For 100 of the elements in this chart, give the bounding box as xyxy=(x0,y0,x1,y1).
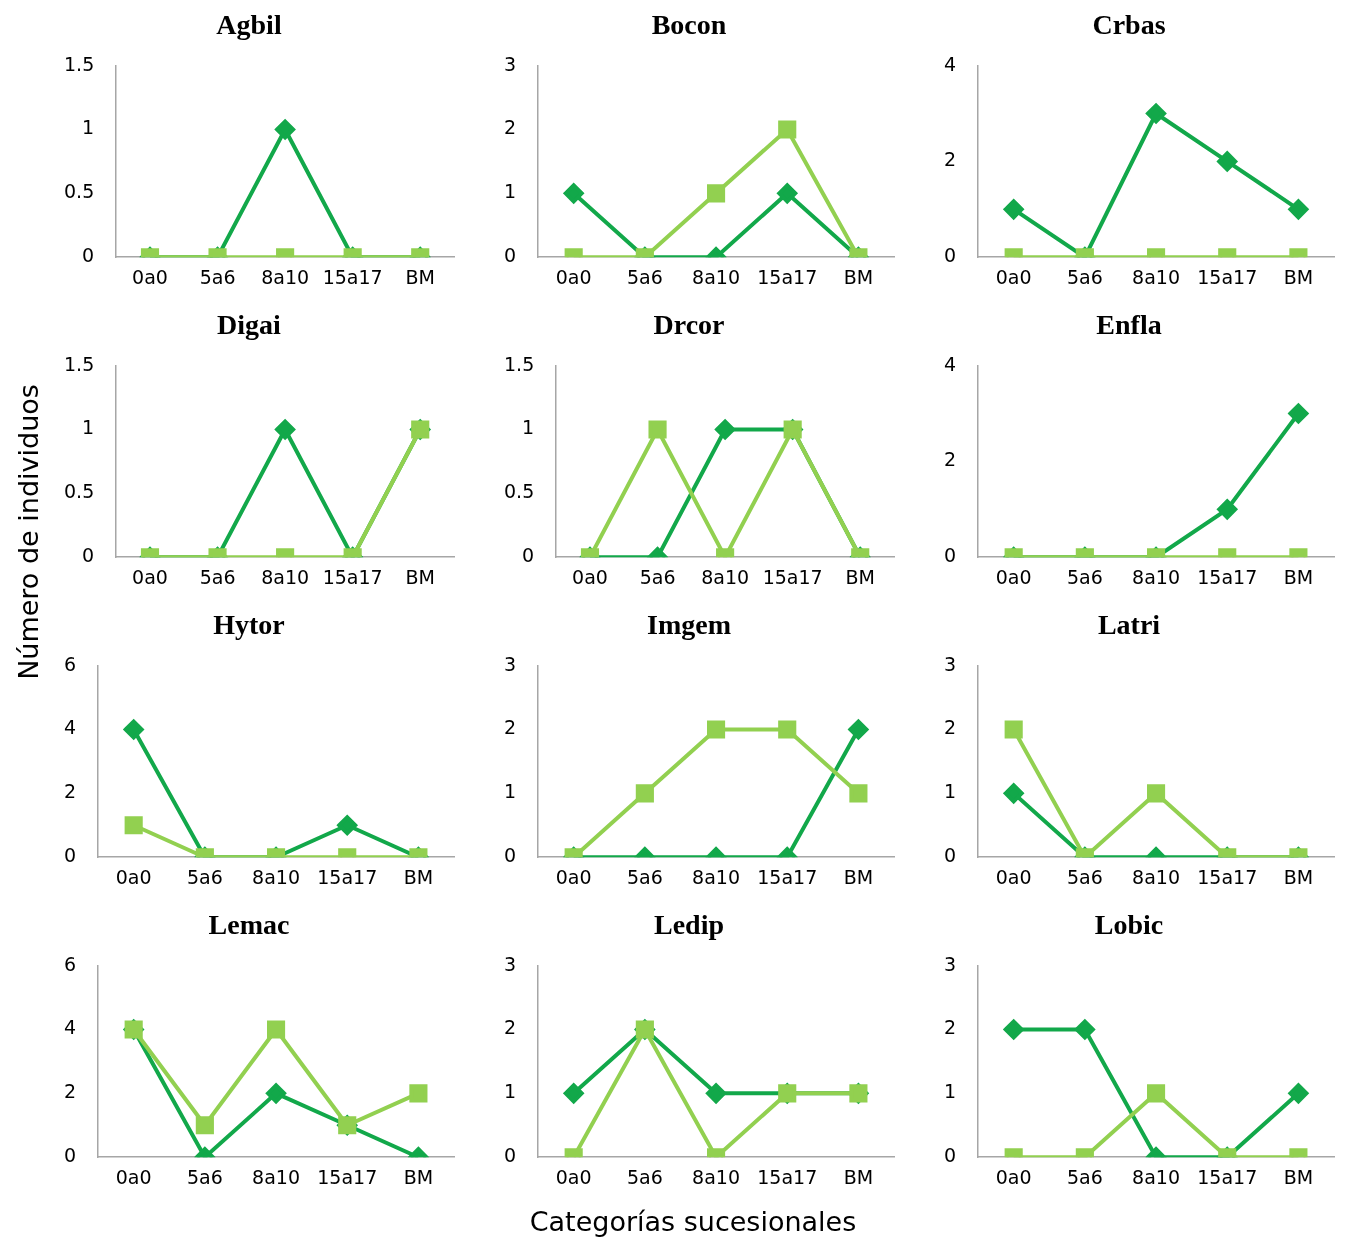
x-tick-label: BM xyxy=(1283,1165,1314,1188)
x-tick-label: 8a10 xyxy=(701,565,750,588)
x-tick-label: 0a0 xyxy=(572,565,608,588)
y-tick-label: 2 xyxy=(503,716,517,739)
y-tick-label: 4 xyxy=(943,52,957,75)
chart-title: Latri xyxy=(1097,609,1161,641)
x-tick-label: 0a0 xyxy=(132,565,168,588)
x-tick-label: 8a10 xyxy=(1132,565,1181,588)
y-tick-label: 3 xyxy=(503,952,517,975)
x-tick-label: 5a6 xyxy=(639,565,676,588)
x-tick-label: 5a6 xyxy=(626,265,663,288)
y-tick-label: 0.5 xyxy=(64,480,95,503)
x-tick-label: 15a17 xyxy=(322,265,383,288)
x-tick-label: BM xyxy=(843,265,874,288)
chart-title: Bocon xyxy=(651,9,727,41)
x-tick-label: 8a10 xyxy=(1132,1165,1181,1188)
x-tick-label: 0a0 xyxy=(115,1165,152,1188)
chart-title: Crbas xyxy=(1092,9,1166,41)
y-tick-label: 1 xyxy=(82,416,95,439)
x-tick-label: 0a0 xyxy=(555,865,592,888)
y-tick-label: 0 xyxy=(82,244,95,267)
x-tick-label: 5a6 xyxy=(199,265,236,288)
x-tick-label: BM xyxy=(845,565,875,588)
x-tick-label: 15a17 xyxy=(1197,1165,1258,1188)
x-tick-label: BM xyxy=(405,565,435,588)
x-tick-label: 15a17 xyxy=(322,565,383,588)
x-tick-label: BM xyxy=(1283,565,1314,588)
chart-title: Enfla xyxy=(1096,309,1162,341)
y-tick-label: 1 xyxy=(943,780,957,803)
y-tick-label: 1.5 xyxy=(64,352,95,375)
y-tick-label: 1.5 xyxy=(504,352,535,375)
x-tick-label: BM xyxy=(843,865,874,888)
y-tick-label: 1.5 xyxy=(64,52,95,75)
x-tick-label: 0a0 xyxy=(995,1165,1032,1188)
x-tick-label: 8a10 xyxy=(252,865,301,888)
x-tick-label: 5a6 xyxy=(199,565,236,588)
y-tick-label: 0 xyxy=(522,544,535,567)
y-tick-label: 2 xyxy=(63,780,77,803)
x-tick-label: 8a10 xyxy=(1132,865,1181,888)
chart-title: Drcor xyxy=(653,309,725,341)
x-tick-label: 8a10 xyxy=(261,565,310,588)
y-tick-label: 0 xyxy=(943,844,957,867)
chart-title: Lemac xyxy=(208,909,290,941)
x-tick-label: 0a0 xyxy=(995,265,1032,288)
x-tick-label: 15a17 xyxy=(1197,265,1258,288)
y-tick-label: 0 xyxy=(63,1144,77,1167)
y-tick-label: 3 xyxy=(503,652,517,675)
x-tick-label: 5a6 xyxy=(1066,565,1103,588)
x-tick-label: 8a10 xyxy=(252,1165,301,1188)
x-tick-label: 8a10 xyxy=(261,265,310,288)
x-tick-label: 0a0 xyxy=(555,1165,592,1188)
x-tick-label: 8a10 xyxy=(692,865,741,888)
x-tick-label: 15a17 xyxy=(317,865,378,888)
y-tick-label: 0.5 xyxy=(504,480,535,503)
x-tick-label: 15a17 xyxy=(757,865,818,888)
y-tick-label: 2 xyxy=(943,448,957,471)
y-tick-label: 3 xyxy=(943,952,957,975)
x-axis-title: Categorías sucesionales xyxy=(528,1206,858,1237)
x-tick-label: 0a0 xyxy=(115,865,152,888)
x-tick-label: 5a6 xyxy=(186,865,223,888)
y-tick-label: 2 xyxy=(943,716,957,739)
x-tick-label: 15a17 xyxy=(1197,565,1258,588)
chart-title: Ledip xyxy=(653,909,725,941)
x-tick-label: 5a6 xyxy=(1066,1165,1103,1188)
y-tick-label: 0.5 xyxy=(64,180,95,203)
y-tick-label: 0 xyxy=(943,1144,957,1167)
chart-title: Hytor xyxy=(213,609,285,641)
x-tick-label: 8a10 xyxy=(1132,265,1181,288)
x-tick-label: 0a0 xyxy=(995,865,1032,888)
x-tick-label: BM xyxy=(1283,865,1314,888)
x-tick-label: BM xyxy=(403,1165,434,1188)
chart-title: Lobic xyxy=(1094,909,1164,941)
y-tick-label: 6 xyxy=(63,652,77,675)
x-tick-label: 15a17 xyxy=(762,565,823,588)
y-tick-label: 0 xyxy=(63,844,77,867)
y-axis-title: Número de individuos xyxy=(12,384,44,680)
y-tick-label: 0 xyxy=(503,844,517,867)
y-tick-label: 0 xyxy=(943,544,957,567)
y-tick-label: 1 xyxy=(522,416,535,439)
y-tick-label: 1 xyxy=(503,780,517,803)
chart-title: Imgem xyxy=(647,609,731,641)
y-tick-label: 1 xyxy=(82,116,95,139)
x-tick-label: 5a6 xyxy=(1066,265,1103,288)
y-tick-label: 1 xyxy=(503,180,517,203)
x-tick-label: 15a17 xyxy=(1197,865,1258,888)
y-tick-label: 0 xyxy=(503,1144,517,1167)
y-tick-label: 2 xyxy=(943,1016,957,1039)
x-tick-label: 0a0 xyxy=(555,265,592,288)
x-tick-label: BM xyxy=(843,1165,874,1188)
x-tick-label: 15a17 xyxy=(757,265,818,288)
y-tick-label: 3 xyxy=(943,652,957,675)
y-tick-label: 1 xyxy=(943,1080,957,1103)
x-tick-label: 0a0 xyxy=(995,565,1032,588)
y-tick-label: 0 xyxy=(943,244,957,267)
x-tick-label: 5a6 xyxy=(186,1165,223,1188)
x-tick-label: 5a6 xyxy=(626,865,663,888)
x-tick-label: 15a17 xyxy=(757,1165,818,1188)
x-tick-label: 15a17 xyxy=(317,1165,378,1188)
x-tick-label: BM xyxy=(1283,265,1314,288)
x-tick-label: 8a10 xyxy=(692,1165,741,1188)
